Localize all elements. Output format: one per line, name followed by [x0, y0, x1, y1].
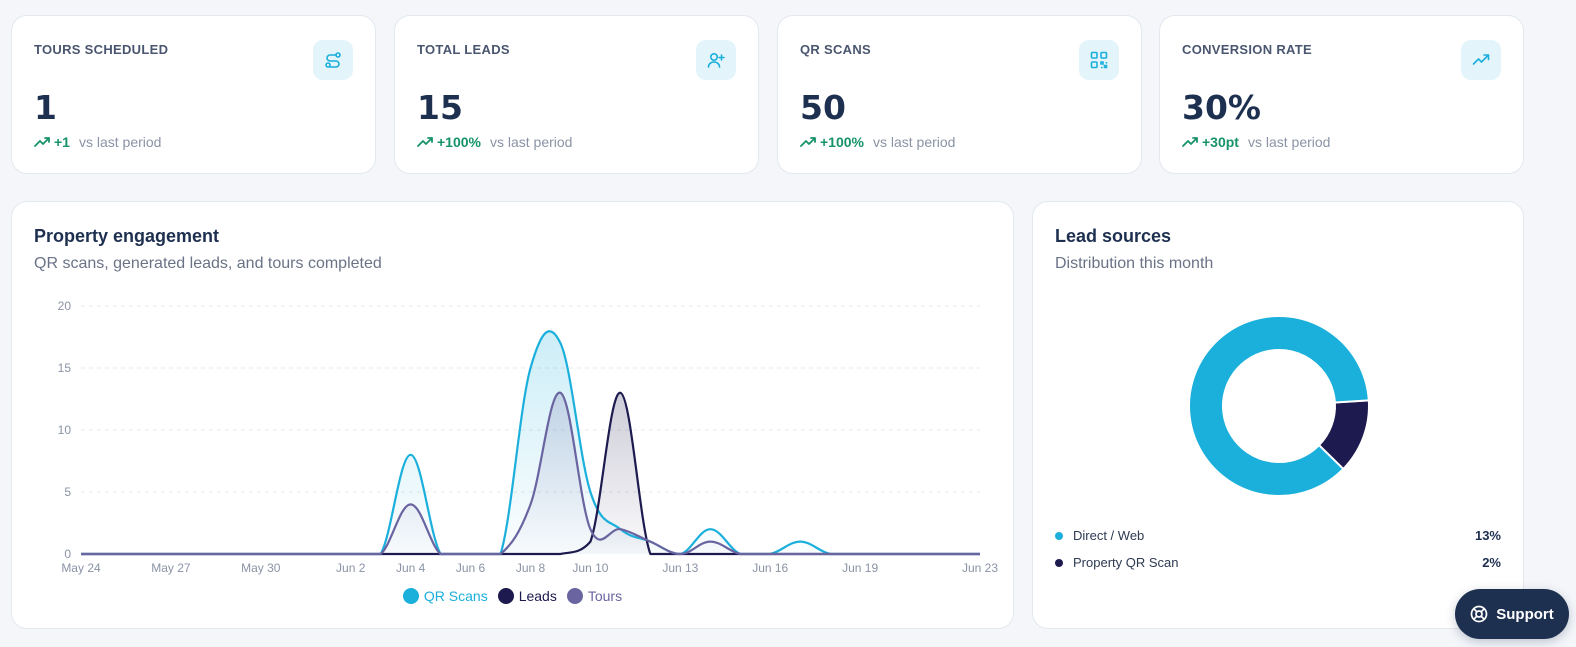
source-percent: 2%: [1482, 555, 1501, 570]
kpi-delta-value: +1: [54, 134, 70, 150]
lead-sources-panel: Lead sources Distribution this month Dir…: [1032, 201, 1524, 629]
route-icon: [313, 40, 353, 80]
legend-label: Tours: [587, 588, 623, 604]
trending-up-icon: [800, 137, 816, 147]
x-tick-label: Jun 4: [396, 561, 426, 575]
kpi-value: 50: [800, 88, 846, 127]
panel-subtitle: QR scans, generated leads, and tours com…: [34, 255, 382, 272]
panel-title: Property engagement: [34, 226, 220, 246]
kpi-delta: +1 vs last period: [34, 134, 161, 150]
kpi-title: QR SCANS: [800, 42, 872, 57]
legend-item-leads[interactable]: Leads: [497, 588, 557, 604]
lifebuoy-icon: [1470, 605, 1488, 623]
x-tick-label: May 30: [241, 561, 281, 575]
kpi-title: TOTAL LEADS: [417, 42, 510, 57]
kpi-card-conversion: CONVERSION RATE 30% +30pt vs last period: [1159, 15, 1524, 174]
trending-up-icon: [34, 137, 50, 147]
source-label: Property QR Scan: [1073, 555, 1179, 570]
legend-swatch: [566, 588, 583, 604]
trending-up-icon: [417, 137, 433, 147]
series-area-qr-scans: [81, 331, 980, 554]
engagement-panel: Property engagement QR scans, generated …: [11, 201, 1014, 629]
kpi-value: 15: [417, 88, 463, 127]
x-tick-label: Jun 8: [516, 561, 546, 575]
kpi-delta-value: +100%: [437, 134, 481, 150]
kpi-title: TOURS SCHEDULED: [34, 42, 169, 57]
kpi-delta-value: +100%: [820, 134, 864, 150]
trending-up-icon: [1461, 40, 1501, 80]
trending-up-icon: [1182, 137, 1198, 147]
legend-swatch: [1055, 531, 1063, 540]
legend-item-qr-scans[interactable]: QR Scans: [402, 588, 488, 604]
x-tick-label: Jun 16: [752, 561, 788, 575]
lead-sources-donut[interactable]: [1033, 292, 1523, 592]
y-tick-label: 5: [64, 485, 71, 499]
y-tick-label: 0: [64, 547, 71, 561]
legend-label: Leads: [518, 588, 557, 604]
panel-subtitle: Distribution this month: [1055, 255, 1214, 272]
chart-legend: QR Scans Leads Tours: [12, 588, 1013, 604]
kpi-card-tours: TOURS SCHEDULED 1 +1 vs last period: [11, 15, 376, 174]
legend-swatch: [402, 588, 419, 604]
qr-code-icon: [1079, 40, 1119, 80]
kpi-delta-value: +30pt: [1202, 134, 1239, 150]
kpi-value: 1: [34, 88, 57, 127]
source-label: Direct / Web: [1073, 528, 1145, 543]
panel-title: Lead sources: [1055, 226, 1172, 246]
kpi-delta-compare: vs last period: [872, 134, 956, 150]
legend-swatch: [497, 588, 514, 604]
kpi-title: CONVERSION RATE: [1182, 42, 1312, 57]
x-tick-label: Jun 13: [662, 561, 698, 575]
y-tick-label: 20: [58, 299, 72, 313]
support-label: Support: [1496, 605, 1554, 623]
x-tick-label: May 27: [151, 561, 191, 575]
kpi-delta: +30pt vs last period: [1182, 134, 1330, 150]
x-tick-label: Jun 10: [572, 561, 608, 575]
x-tick-label: Jun 23: [962, 561, 998, 575]
kpi-delta: +100% vs last period: [800, 134, 955, 150]
kpi-card-qr: QR SCANS 50 +100% vs last period: [777, 15, 1142, 174]
legend-item-direct-web[interactable]: Direct / Web 13%: [1055, 528, 1501, 543]
legend-swatch: [1055, 558, 1063, 567]
y-tick-label: 15: [58, 361, 72, 375]
donut-slice-direct-web[interactable]: [1188, 315, 1370, 497]
series-area-tours: [81, 392, 980, 554]
legend-item-property-qr-scan[interactable]: Property QR Scan 2%: [1055, 555, 1501, 570]
x-tick-label: Jun 6: [456, 561, 486, 575]
engagement-chart[interactable]: 0 5 10 15 20 May 24 May 27 May 30 Jun 2 Jun 4 Jun …: [12, 202, 1013, 582]
kpi-value: 30%: [1182, 88, 1261, 127]
user-plus-icon: [696, 40, 736, 80]
source-percent: 13%: [1474, 528, 1501, 543]
x-tick-label: May 24: [61, 561, 101, 575]
kpi-card-leads: TOTAL LEADS 15 +100% vs last period: [394, 15, 759, 174]
support-button[interactable]: Support: [1455, 589, 1569, 639]
x-tick-label: Jun 2: [336, 561, 366, 575]
y-tick-label: 10: [58, 423, 72, 437]
legend-label: QR Scans: [423, 588, 488, 604]
legend-item-tours[interactable]: Tours: [566, 588, 623, 604]
x-tick-label: Jun 19: [842, 561, 878, 575]
kpi-delta-compare: vs last period: [1247, 134, 1331, 150]
kpi-delta-compare: vs last period: [78, 134, 162, 150]
kpi-delta: +100% vs last period: [417, 134, 572, 150]
series-line-tours: [80, 391, 980, 556]
kpi-delta-compare: vs last period: [489, 134, 573, 150]
